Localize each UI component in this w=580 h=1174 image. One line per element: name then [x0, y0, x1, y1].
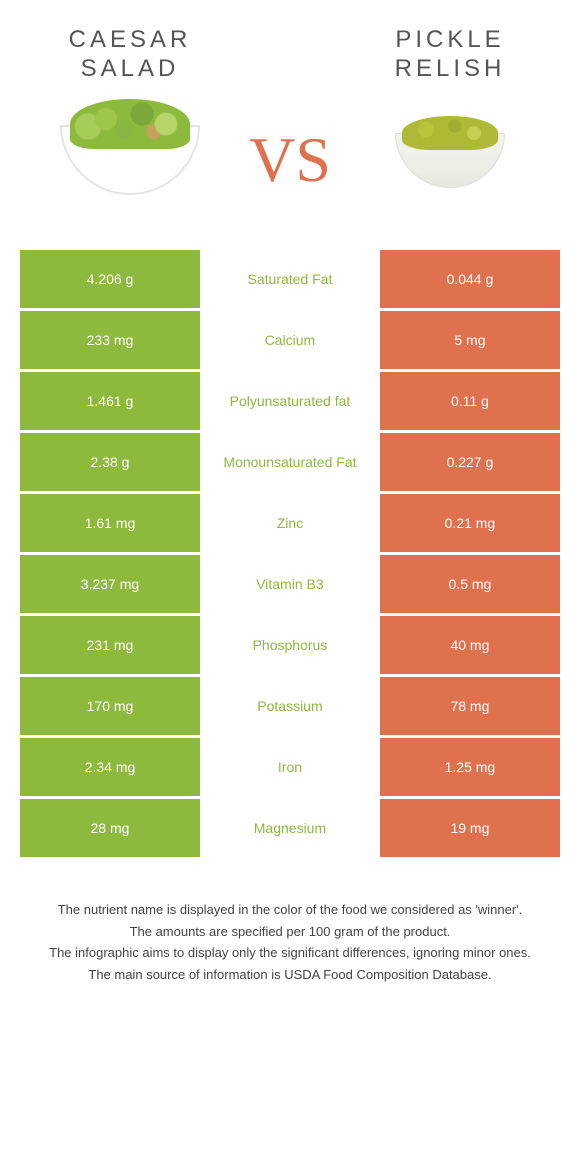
right-value: 19 mg: [380, 799, 560, 857]
salad-icon: [60, 125, 200, 195]
left-value: 1.61 mg: [20, 494, 200, 552]
left-value: 4.206 g: [20, 250, 200, 308]
nutrient-label: Iron: [200, 738, 380, 796]
food-right-title: PICKLE RELISH: [350, 20, 550, 90]
table-row: 233 mgCalcium5 mg: [20, 311, 560, 369]
nutrient-label: Magnesium: [200, 799, 380, 857]
table-row: 3.237 mgVitamin B30.5 mg: [20, 555, 560, 613]
nutrient-label: Saturated Fat: [200, 250, 380, 308]
table-row: 4.206 gSaturated Fat0.044 g: [20, 250, 560, 308]
left-value: 2.38 g: [20, 433, 200, 491]
right-value: 0.11 g: [380, 372, 560, 430]
left-value: 3.237 mg: [20, 555, 200, 613]
nutrient-label: Zinc: [200, 494, 380, 552]
right-value: 0.21 mg: [380, 494, 560, 552]
nutrient-label: Calcium: [200, 311, 380, 369]
food-left-column: CAESAR SALAD: [30, 20, 230, 220]
left-value: 170 mg: [20, 677, 200, 735]
footnote-line: The amounts are specified per 100 gram o…: [30, 922, 550, 942]
relish-icon: [395, 133, 505, 188]
nutrient-label: Polyunsaturated fat: [200, 372, 380, 430]
right-value: 0.5 mg: [380, 555, 560, 613]
right-value: 5 mg: [380, 311, 560, 369]
right-value: 78 mg: [380, 677, 560, 735]
left-value: 2.34 mg: [20, 738, 200, 796]
food-right-image: [370, 100, 530, 220]
table-row: 1.461 gPolyunsaturated fat0.11 g: [20, 372, 560, 430]
table-row: 231 mgPhosphorus40 mg: [20, 616, 560, 674]
table-row: 2.34 mgIron1.25 mg: [20, 738, 560, 796]
footnote-line: The infographic aims to display only the…: [30, 943, 550, 963]
food-left-title: CAESAR SALAD: [30, 20, 230, 90]
food-right-column: PICKLE RELISH: [350, 20, 550, 220]
comparison-header: CAESAR SALAD VS PICKLE RELISH: [0, 0, 580, 230]
table-row: 2.38 gMonounsaturated Fat0.227 g: [20, 433, 560, 491]
footnotes: The nutrient name is displayed in the co…: [0, 870, 580, 1006]
right-value: 0.227 g: [380, 433, 560, 491]
table-row: 1.61 mgZinc0.21 mg: [20, 494, 560, 552]
nutrient-label: Phosphorus: [200, 616, 380, 674]
left-value: 28 mg: [20, 799, 200, 857]
footnote-line: The main source of information is USDA F…: [30, 965, 550, 985]
food-left-image: [50, 100, 210, 220]
left-value: 233 mg: [20, 311, 200, 369]
table-row: 170 mgPotassium78 mg: [20, 677, 560, 735]
footnote-line: The nutrient name is displayed in the co…: [30, 900, 550, 920]
left-value: 231 mg: [20, 616, 200, 674]
vs-label: VS: [249, 123, 331, 197]
right-value: 0.044 g: [380, 250, 560, 308]
right-value: 40 mg: [380, 616, 560, 674]
nutrient-label: Potassium: [200, 677, 380, 735]
nutrient-label: Vitamin B3: [200, 555, 380, 613]
right-value: 1.25 mg: [380, 738, 560, 796]
table-row: 28 mgMagnesium19 mg: [20, 799, 560, 857]
nutrient-table: 4.206 gSaturated Fat0.044 g233 mgCalcium…: [0, 230, 580, 870]
left-value: 1.461 g: [20, 372, 200, 430]
nutrient-label: Monounsaturated Fat: [200, 433, 380, 491]
